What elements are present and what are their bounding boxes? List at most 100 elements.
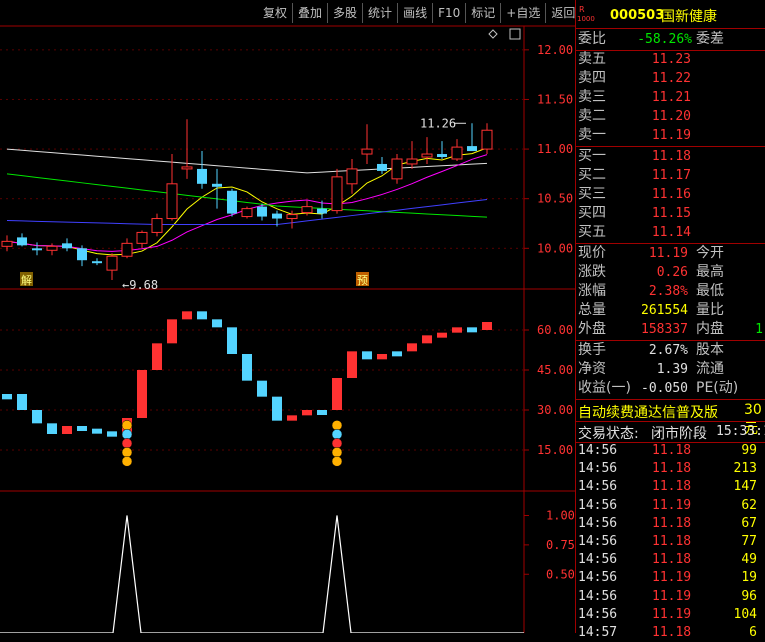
quote-label-2: 最高 — [696, 264, 724, 280]
toolbar-item-7[interactable]: +自选 — [500, 3, 545, 23]
quote-value: 2.38% — [648, 284, 688, 299]
tick-volume: 104 — [733, 606, 757, 622]
osc-bar — [377, 354, 387, 360]
toolbar-item-2[interactable]: 多股 — [327, 3, 362, 23]
quote-table: 现价 11.19 今开 涨跌 0.26 最高 涨幅 2.38% 最低 总量 261554 量比 外盘 15… — [576, 244, 765, 339]
toolbar-item-3[interactable]: 统计 — [362, 3, 397, 23]
stock-code: 000503 — [610, 8, 665, 23]
candle-body-down — [272, 213, 282, 219]
toolbar-item-1[interactable]: 叠加 — [292, 3, 327, 23]
book-level-price: 11.19 — [651, 128, 691, 143]
tick-time: 14:56 — [578, 497, 618, 513]
tick-list[interactable]: 14:56 11.18 99 14:56 11.18 213 14:56 11.18 147 14… — [576, 442, 765, 642]
tick-volume: 96 — [741, 588, 757, 604]
tick-row: 14:56 11.19 96 — [576, 588, 765, 606]
quote-label: 净资 — [578, 361, 606, 377]
osc-bar — [137, 370, 147, 418]
osc-bar — [62, 426, 72, 434]
weicha-label: 委差 — [696, 31, 724, 47]
osc-bar — [197, 311, 207, 320]
bids-row[interactable]: 买二 11.17 — [576, 166, 765, 185]
signal-badge-icon — [121, 429, 133, 440]
tick-time: 14:56 — [578, 570, 618, 586]
quote-label: 涨幅 — [578, 283, 606, 299]
quote-label: 换手 — [578, 342, 606, 358]
bids-row[interactable]: 买五 11.14 — [576, 223, 765, 242]
tick-row: 14:56 11.19 62 — [576, 497, 765, 515]
price-tick-label: 11.50 — [537, 92, 573, 106]
osc-bar — [257, 380, 267, 397]
bids-row[interactable]: 买四 11.15 — [576, 204, 765, 223]
quote-value: 261554 — [641, 303, 688, 318]
osc-bar — [407, 343, 417, 352]
weibi-label: 委比 — [578, 31, 606, 47]
candle-body-up — [1, 240, 13, 247]
tick-price: 11.18 — [652, 479, 692, 495]
signal-badge-icon — [331, 429, 343, 440]
weibi-row: 委比 -58.26% 委差 — [576, 30, 765, 49]
osc-bar — [287, 415, 297, 421]
candle-body-down — [92, 261, 102, 264]
osc-tick-label: 30.00 — [537, 403, 573, 417]
ask-list: 卖五 11.23 卖四 11.22 卖三 11.21 卖二 11.20 卖一 11.19 — [576, 50, 765, 145]
quote-row: 净资 1.39 流通 — [576, 360, 765, 379]
marker-yu-box — [356, 272, 369, 286]
toolbar-item-8[interactable]: 返回 — [545, 3, 580, 23]
tick-volume: 19 — [741, 570, 757, 586]
trade-status: 交易状态: 闭市阶段 15:33:1 — [576, 422, 765, 442]
quote-label: 收益(一) — [578, 380, 631, 396]
quote-label-2: 内盘 — [696, 321, 724, 337]
book-level-label: 买四 — [578, 205, 606, 221]
quote-row: 涨幅 2.38% 最低 — [576, 282, 765, 301]
signal-line — [0, 515, 524, 633]
candle-body-up — [391, 158, 403, 180]
tick-volume: 67 — [741, 515, 757, 531]
bids-row[interactable]: 买一 11.18 — [576, 147, 765, 166]
osc-tick-label: 60.00 — [537, 323, 573, 337]
asks-row[interactable]: 卖三 11.21 — [576, 88, 765, 107]
quote-value: 11.19 — [648, 246, 688, 261]
stock-name: 国新健康 — [661, 9, 717, 25]
chart-area[interactable]: 12.00 11.50 11.00 10.50 10.00 11.26 ←9.68 解 预 60.… — [0, 0, 575, 633]
book-level-price: 11.14 — [651, 225, 691, 240]
candle-body-down — [197, 168, 207, 184]
toolbar-item-5[interactable]: F10 — [432, 3, 465, 23]
candle-body-up — [481, 129, 493, 150]
signal-badge-icon — [331, 456, 343, 467]
bids-row[interactable]: 买三 11.16 — [576, 185, 765, 204]
asks-row[interactable]: 卖二 11.20 — [576, 107, 765, 126]
asks-row[interactable]: 卖五 11.23 — [576, 50, 765, 69]
tick-volume: 62 — [741, 497, 757, 513]
renew-banner[interactable]: 自动续费通达信普及版 30元 — [576, 401, 765, 437]
osc-bar — [2, 394, 12, 400]
tick-row: 14:56 11.18 77 — [576, 533, 765, 551]
tick-time: 14:56 — [578, 533, 618, 549]
toolbar-item-4[interactable]: 画线 — [397, 3, 432, 23]
osc-bar — [242, 354, 252, 381]
asks-row[interactable]: 卖一 11.19 — [576, 126, 765, 145]
toolbar-item-6[interactable]: 标记 — [465, 3, 500, 23]
candle-body-up — [286, 214, 298, 220]
tick-volume: 147 — [733, 479, 757, 495]
book-level-label: 卖三 — [578, 89, 606, 105]
candle-body-up — [106, 255, 118, 271]
quote-row: 换手 2.67% 股本 — [576, 341, 765, 360]
tick-row: 14:56 11.18 49 — [576, 551, 765, 569]
candle-body-up — [331, 176, 343, 212]
tick-price: 11.19 — [652, 570, 692, 586]
tick-price: 11.18 — [652, 443, 692, 458]
book-level-label: 买五 — [578, 224, 606, 240]
tick-row: 14:56 11.18 147 — [576, 478, 765, 496]
quote-row: 外盘 158337 内盘 1 — [576, 320, 765, 339]
bid-list: 买一 11.18 买二 11.17 买三 11.16 买四 11.15 买五 11.14 — [576, 147, 765, 242]
book-level-price: 11.18 — [651, 149, 691, 164]
asks-row[interactable]: 卖四 11.22 — [576, 69, 765, 88]
tick-row: 14:56 11.18 213 — [576, 460, 765, 478]
candle-body-up — [361, 148, 373, 155]
tick-row: 14:56 11.19 19 — [576, 569, 765, 587]
toolbar-item-0[interactable]: 复权 — [263, 6, 288, 20]
fundamentals-table: 换手 2.67% 股本 净资 1.39 流通 收益(一) -0.050 PE(动) — [576, 341, 765, 398]
marker-yu: 预 — [357, 274, 368, 287]
osc-bar — [17, 394, 27, 410]
tick-time: 14:56 — [578, 552, 618, 568]
